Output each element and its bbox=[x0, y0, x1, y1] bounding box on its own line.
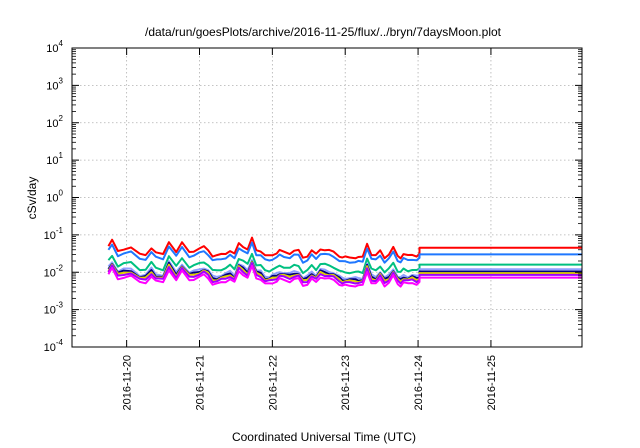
series-line bbox=[107, 262, 582, 285]
series-line bbox=[107, 264, 582, 288]
y-axis-ticks: 10-4 10-3 10-2 10-1 100 101 102 103 104 bbox=[44, 39, 582, 354]
chart-title: /data/run/goesPlots/archive/2016-11-25/f… bbox=[145, 25, 502, 39]
series-line bbox=[107, 252, 582, 275]
x-tick-label: 2016-11-25 bbox=[486, 355, 498, 410]
y-axis-label: cSv/day bbox=[25, 177, 39, 220]
y-tick-label: 101 bbox=[46, 151, 63, 167]
grid bbox=[72, 48, 582, 347]
x-tick-label: 2016-11-21 bbox=[195, 355, 207, 410]
y-tick-label: 10-1 bbox=[44, 226, 64, 242]
x-axis-label: Coordinated Universal Time (UTC) bbox=[232, 430, 416, 444]
series-lines bbox=[107, 236, 582, 288]
x-tick-label: 2016-11-20 bbox=[122, 355, 134, 410]
x-tick-label: 2016-11-24 bbox=[413, 355, 425, 410]
y-tick-label: 100 bbox=[46, 189, 63, 205]
x-axis-ticks: 2016-11-20 2016-11-21 2016-11-22 2016-11-23… bbox=[122, 48, 498, 410]
y-tick-label: 102 bbox=[46, 114, 63, 130]
y-tick-label: 103 bbox=[46, 76, 63, 92]
x-tick-label: 2016-11-22 bbox=[267, 355, 279, 410]
series-line bbox=[107, 241, 582, 264]
y-tick-label: 10-4 bbox=[44, 338, 64, 354]
y-tick-label: 10-2 bbox=[44, 263, 64, 279]
x-tick-label: 2016-11-23 bbox=[340, 355, 352, 410]
series-line bbox=[107, 236, 582, 260]
y-tick-label: 104 bbox=[46, 39, 63, 55]
y-tick-label: 10-3 bbox=[44, 301, 64, 317]
